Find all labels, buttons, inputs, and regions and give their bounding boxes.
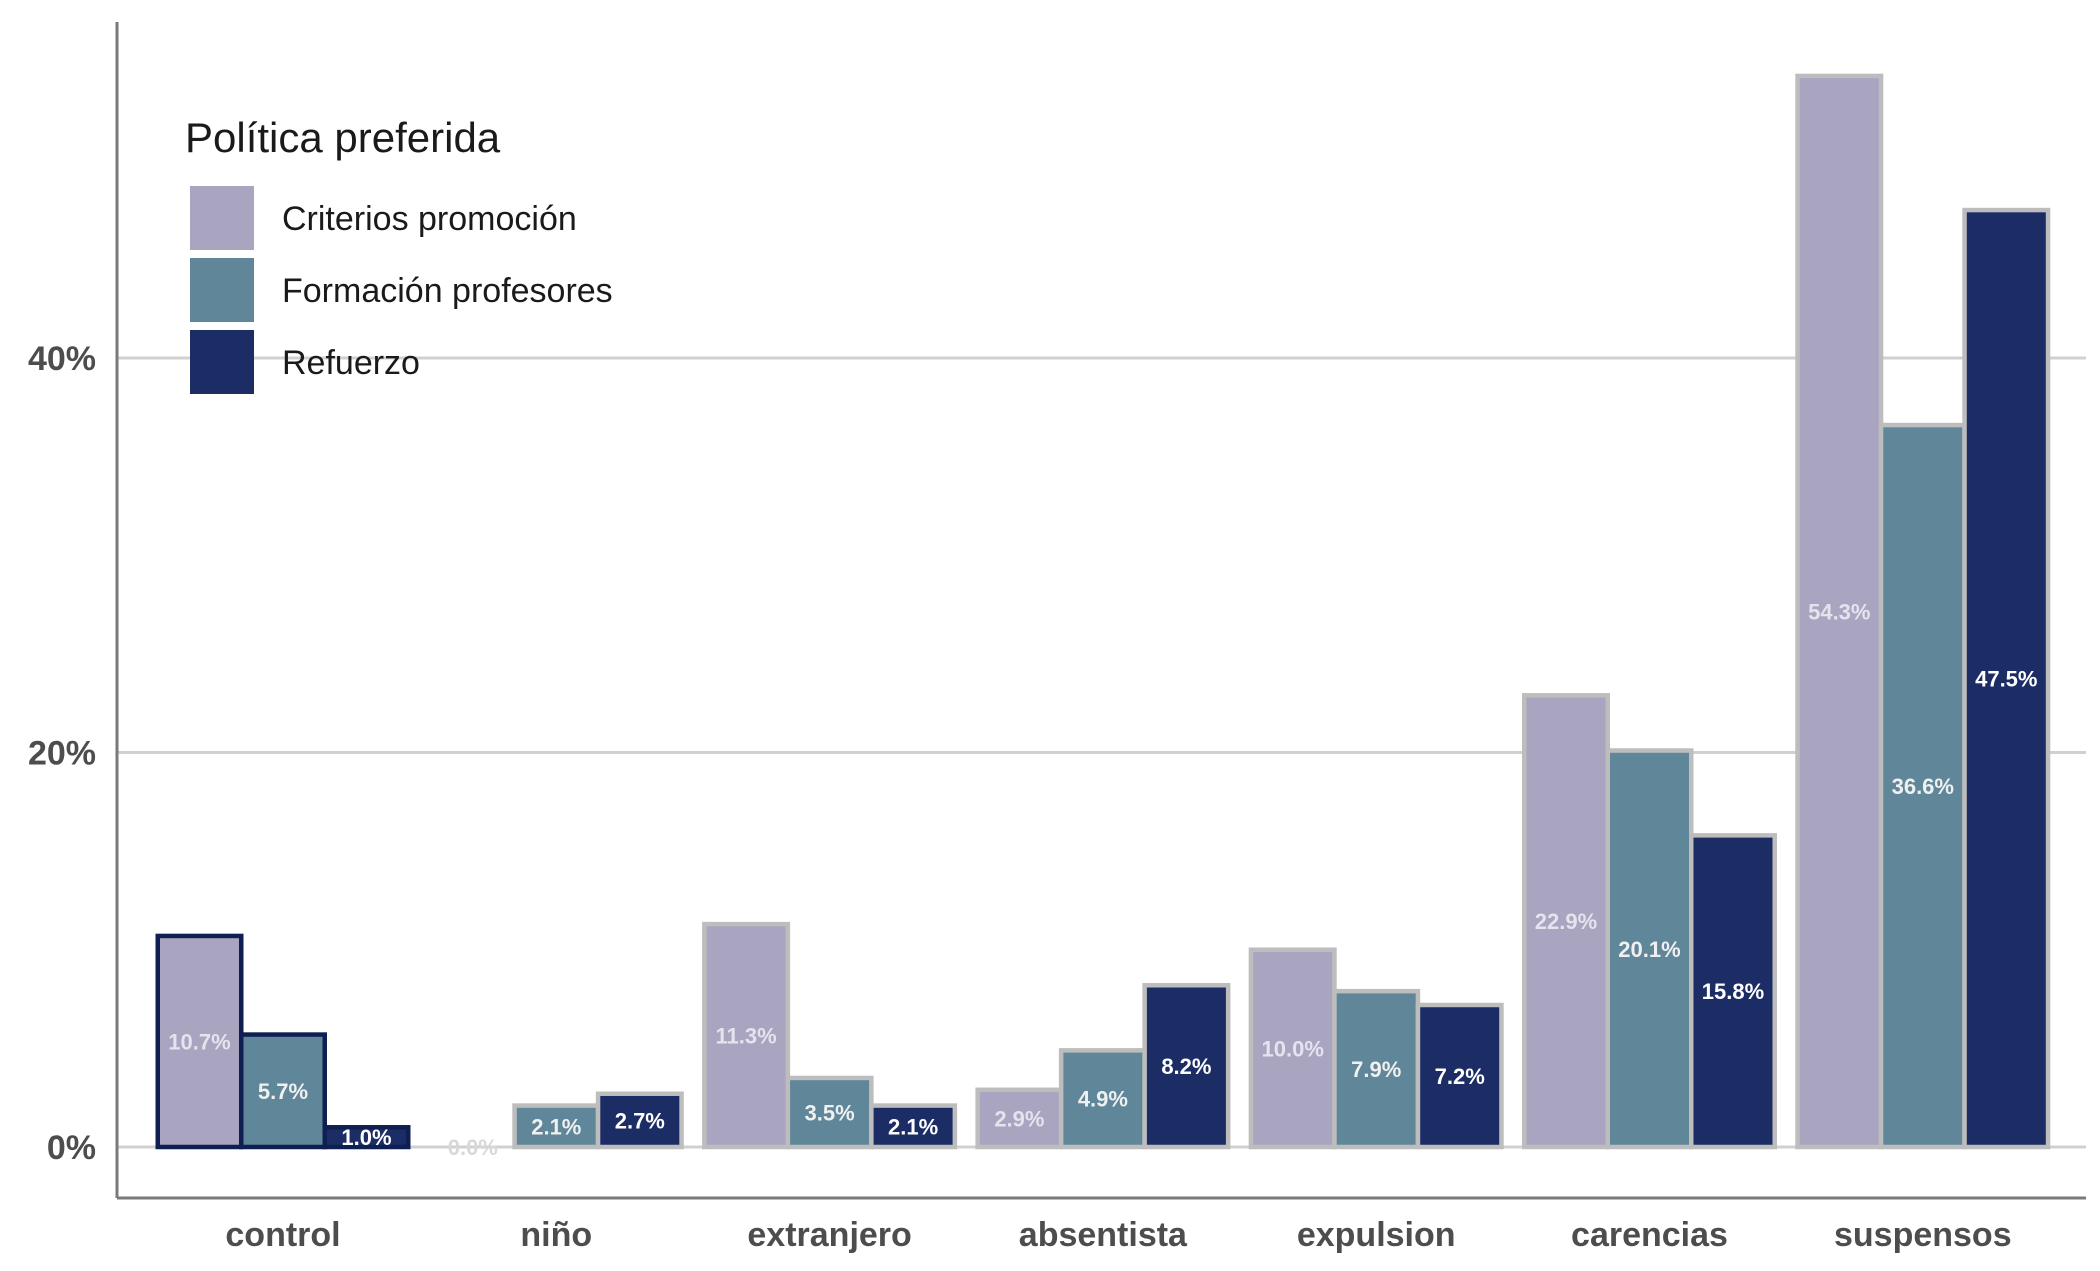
- data-label-control-refuerzo: 1.0%: [341, 1125, 391, 1150]
- bars: [155, 73, 2051, 1150]
- bar-expulsion-refuerzo: [1415, 1002, 1504, 1150]
- bar-carencias-criterios-promocion: [1522, 693, 1610, 1150]
- y-axis-ticks: 0% 20% 40%: [28, 340, 96, 1167]
- data-label-suspensos-refuerzo: 47.5%: [1975, 667, 2037, 692]
- bar-extranjero-criterios-promocion: [702, 921, 791, 1150]
- bar-control-formacion-profesores: [239, 1032, 327, 1150]
- bar-extranjero-formacion-profesores: [785, 1075, 874, 1150]
- bar-suspensos-formacion-profesores: [1878, 422, 1967, 1150]
- bar-nino-refuerzo: [595, 1091, 684, 1150]
- legend-label-criterios-promocion: Criterios promoción: [282, 200, 577, 238]
- gridlines: [117, 356, 2086, 1149]
- x-tick-label: carencias: [1571, 1216, 1728, 1254]
- data-label-suspensos-formacion-profesores: 36.6%: [1892, 774, 1954, 799]
- data-label-expulsion-criterios-promocion: 10.0%: [1262, 1036, 1324, 1061]
- bar-expulsion-criterios-promocion: [1248, 947, 1337, 1150]
- y-tick-label: 20%: [28, 735, 96, 773]
- x-tick-label: suspensos: [1834, 1216, 2012, 1254]
- data-label-expulsion-refuerzo: 7.2%: [1435, 1064, 1485, 1089]
- legend-swatch-criterios-promocion: [190, 186, 254, 250]
- bar-expulsion-formacion-profesores: [1332, 988, 1421, 1150]
- data-label-absentista-refuerzo: 8.2%: [1161, 1054, 1211, 1079]
- data-label-extranjero-criterios-promocion: 11.3%: [716, 1024, 777, 1049]
- data-label-nino-formacion-profesores: 2.1%: [531, 1114, 581, 1139]
- bar-absentista-formacion-profesores: [1058, 1048, 1147, 1150]
- bar-suspensos-criterios-promocion: [1795, 73, 1884, 1150]
- data-label-control-criterios-promocion: 10.7%: [168, 1029, 230, 1054]
- x-axis-ticks: control niño extranjero absentista expulsion…: [225, 1216, 2011, 1254]
- x-tick-label: niño: [520, 1216, 592, 1254]
- data-label-expulsion-formacion-profesores: 7.9%: [1351, 1057, 1401, 1082]
- data-label-suspensos-criterios-promocion: 54.3%: [1808, 599, 1870, 624]
- y-tick-label: 40%: [28, 340, 96, 378]
- data-label-absentista-formacion-profesores: 4.9%: [1078, 1087, 1128, 1112]
- y-tick-label: 0%: [47, 1129, 96, 1167]
- data-label-carencias-refuerzo: 15.8%: [1702, 979, 1764, 1004]
- legend-label-refuerzo: Refuerzo: [282, 344, 420, 382]
- data-label-extranjero-refuerzo: 2.1%: [888, 1114, 938, 1139]
- bar-carencias-refuerzo: [1689, 833, 1777, 1150]
- data-label-nino-criterios-promocion: 0.0%: [448, 1135, 498, 1160]
- bar-absentista-refuerzo: [1142, 983, 1231, 1150]
- legend-title: Política preferida: [185, 114, 501, 161]
- bar-absentista-criterios-promocion: [975, 1087, 1064, 1150]
- x-tick-label: extranjero: [747, 1216, 911, 1254]
- legend-swatch-refuerzo: [190, 330, 254, 394]
- data-label-carencias-criterios-promocion: 22.9%: [1535, 909, 1597, 934]
- data-label-control-formacion-profesores: 5.7%: [258, 1079, 308, 1104]
- legend-swatch-formacion-profesores: [190, 258, 254, 322]
- data-labels: 10.7% 5.7% 1.0% 0.0% 2.1% 2.7% 11.3% 3.5% 2.1% 2.…: [168, 599, 2037, 1160]
- bar-suspensos-refuerzo: [1962, 207, 2051, 1150]
- x-tick-label: absentista: [1019, 1216, 1188, 1254]
- bar-extranjero-refuerzo: [869, 1103, 958, 1150]
- legend-label-formacion-profesores: Formación profesores: [282, 272, 613, 310]
- bar-control-criterios-promocion: [155, 933, 244, 1150]
- x-tick-label: control: [225, 1216, 340, 1254]
- data-label-absentista-criterios-promocion: 2.9%: [994, 1106, 1044, 1131]
- legend: Política preferida Criterios promoción Fo…: [185, 114, 613, 394]
- x-tick-label: expulsion: [1297, 1216, 1456, 1254]
- legend-items: Criterios promoción Formación profesores R…: [190, 186, 613, 394]
- bar-control-refuerzo: [322, 1125, 411, 1150]
- data-label-nino-refuerzo: 2.7%: [615, 1108, 665, 1133]
- data-label-extranjero-formacion-profesores: 3.5%: [805, 1100, 855, 1125]
- data-label-carencias-formacion-profesores: 20.1%: [1618, 937, 1680, 962]
- axes: [115, 22, 2086, 1200]
